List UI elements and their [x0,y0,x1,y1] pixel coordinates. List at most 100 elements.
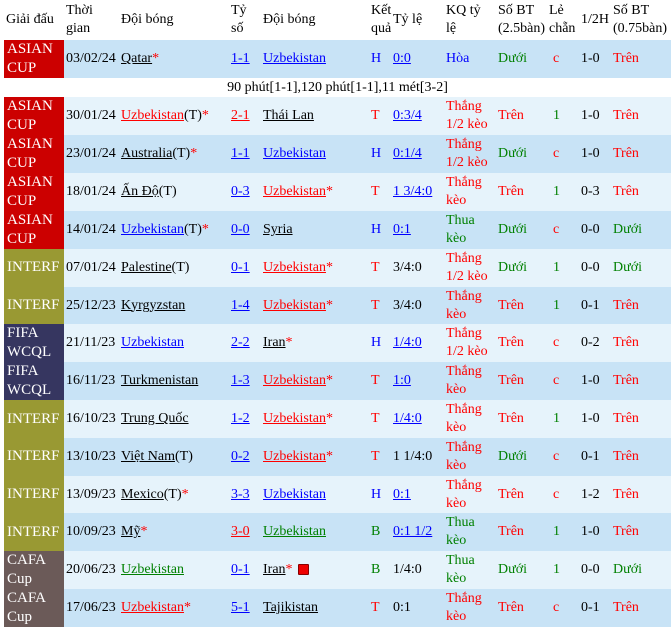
league-badge[interactable]: INTERF [4,475,64,514]
away-team-link[interactable]: Uzbekistan [263,259,326,275]
goals-2-5: Dưới [496,249,547,287]
away-team-link[interactable]: Uzbekistan [263,486,326,502]
league-badge[interactable]: ASIAN CUP [4,211,64,249]
score-link[interactable]: 2-1 [231,108,250,123]
home-team-link[interactable]: Ấn Độ [121,184,159,199]
league-badge[interactable]: ASIAN CUP [4,40,64,78]
league-badge[interactable]: INTERF [4,438,64,476]
league-badge[interactable]: CAFA Cup [4,589,64,627]
home-team-link[interactable]: Turkmenistan [121,373,199,389]
home-team-link[interactable]: Kyrgyzstan [121,297,186,313]
odds-result: Thắng kèo [444,438,496,476]
league-badge[interactable]: ASIAN CUP [4,173,64,211]
score-link[interactable]: 3-0 [231,524,250,540]
odds-link[interactable]: 1 3/4:0 [393,184,433,199]
league-badge[interactable]: ASIAN CUP [4,135,64,173]
score-link[interactable]: 1-1 [231,51,250,66]
match-date: 07/01/24 [64,249,119,287]
favorite-marker: * [285,562,293,578]
score-link[interactable]: 2-2 [231,335,250,351]
away-team-link[interactable]: Uzbekistan [263,411,326,427]
home-team-cell: Kyrgyzstan [119,286,229,325]
goals-0-75: Trên [611,362,671,401]
home-team-link[interactable]: Mỹ [121,524,141,540]
league-badge[interactable]: INTERF [4,400,64,439]
score-link[interactable]: 3-3 [231,486,250,502]
score-link[interactable]: 1-2 [231,411,250,427]
home-team-link[interactable]: Uzbekistan [121,600,184,616]
odds-link[interactable]: 0:1/4 [393,146,422,161]
league-badge[interactable]: INTERF [4,513,64,552]
home-team-link[interactable]: Mexico [121,486,164,502]
score-link[interactable]: 0-3 [231,184,250,199]
away-team-link[interactable]: Uzbekistan [263,51,326,66]
away-team-link[interactable]: Uzbekistan [263,297,326,313]
score-link[interactable]: 0-2 [231,448,250,464]
odds-link[interactable]: 0:1 1/2 [393,524,433,540]
odd-even: c [547,589,579,627]
away-team-link[interactable]: Uzbekistan [263,448,326,464]
league-badge[interactable]: ASIAN CUP [4,97,64,135]
goals-0-75: Trên [611,400,671,439]
league-badge[interactable]: INTERF [4,249,64,287]
league-badge[interactable]: INTERF [4,286,64,325]
away-team-link[interactable]: Uzbekistan [263,146,326,161]
away-team-link[interactable]: Iran [263,335,286,351]
match-row: ASIAN CUP 03/02/24 Qatar* 1-1 Uzbekistan… [4,40,671,78]
match-date: 10/09/23 [64,513,119,552]
score-link[interactable]: 1-3 [231,373,250,389]
header-col-result: Kết quả [371,3,392,36]
home-team-link[interactable]: Việt Nam [121,448,175,464]
home-suffix: (T) [172,146,191,161]
match-row: FIFA WCQL 16/11/23 Turkmenistan 1-3 Uzbe… [4,362,671,401]
goals-2-5: Trên [496,400,547,439]
away-team-link[interactable]: Iran [263,562,286,578]
score-link[interactable]: 0-1 [231,562,250,578]
away-team-link[interactable]: Uzbekistan [263,373,326,389]
header-col-odd-even: Lẻ chẵn [549,3,576,36]
score-link[interactable]: 5-1 [231,600,250,616]
score-cell: 1-1 [229,40,261,78]
league-badge[interactable]: FIFA WCQL [4,324,64,363]
score-link[interactable]: 0-1 [231,259,250,275]
home-team-link[interactable]: Uzbekistan [121,335,184,351]
odds-link[interactable]: 1/4:0 [393,335,422,351]
away-team-link[interactable]: Uzbekistan [263,184,326,199]
half-time-score: 1-0 [579,97,611,135]
home-team-link[interactable]: Uzbekistan [121,222,184,237]
odds-link[interactable]: 0:3/4 [393,108,422,123]
home-team-link[interactable]: Qatar [121,51,153,66]
home-team-link[interactable]: Uzbekistan [121,562,184,578]
away-team-link[interactable]: Tajikistan [263,600,319,616]
odds-link[interactable]: 0:1 [393,486,411,502]
league-badge[interactable]: FIFA WCQL [4,362,64,401]
score-link[interactable]: 0-0 [231,222,250,237]
league-badge[interactable]: CAFA Cup [4,551,64,590]
home-team-link[interactable]: Uzbekistan [121,108,184,123]
odds-link[interactable]: 0:0 [393,51,411,66]
score-link[interactable]: 1-1 [231,146,250,161]
odds-link[interactable]: 0:1 [393,222,411,237]
match-row: INTERF 25/12/23 Kyrgyzstan 1-4 Uzbekista… [4,286,671,325]
odds-result: Thắng kèo [444,362,496,401]
half-time-score: 1-0 [579,135,611,173]
home-suffix: (T) [183,108,202,123]
home-team-link[interactable]: Australia [121,146,173,161]
away-team-link[interactable]: Uzbekistan [263,524,326,540]
match-date: 25/12/23 [64,286,119,325]
score-link[interactable]: 1-4 [231,297,250,313]
odds-link[interactable]: 1:0 [393,373,411,389]
away-team-link[interactable]: Syria [263,222,293,237]
home-team-link[interactable]: Palestine [121,259,172,275]
match-history-table: Giải đấu Thời gian Đội bóng Tỷ số Đội bóng Kế… [4,0,671,627]
away-team-link[interactable]: Thái Lan [263,108,314,123]
score-cell: 3-3 [229,475,261,514]
odds-link[interactable]: 1/4:0 [393,411,422,427]
header-col-time: Thời gian [66,3,93,36]
goals-0-75: Trên [611,286,671,325]
away-team-cell: Uzbekistan* [261,173,369,211]
goals-0-75: Trên [611,97,671,135]
home-suffix: (T) [158,184,177,199]
goals-2-5: Dưới [496,135,547,173]
home-team-link[interactable]: Trung Quốc [121,411,189,427]
